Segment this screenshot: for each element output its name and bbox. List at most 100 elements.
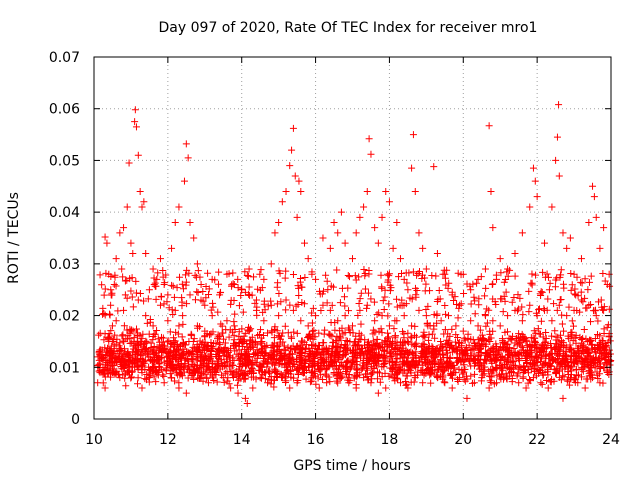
data-point: [140, 297, 148, 305]
y-tick-label: 0.05: [49, 153, 80, 169]
data-point: [486, 377, 494, 385]
data-point: [476, 326, 484, 334]
data-point: [177, 342, 185, 350]
data-point: [517, 342, 525, 350]
data-point: [253, 354, 261, 362]
data-point: [124, 348, 132, 356]
data-point: [351, 272, 359, 280]
data-point: [565, 303, 573, 311]
data-point: [156, 301, 164, 309]
data-point: [209, 374, 217, 382]
data-point: [197, 340, 205, 348]
data-point: [527, 353, 535, 361]
data-point: [526, 203, 534, 211]
data-point: [136, 358, 144, 366]
data-point: [366, 354, 374, 362]
data-point: [514, 350, 522, 358]
data-point: [482, 356, 490, 364]
data-point: [590, 193, 598, 201]
data-point: [159, 266, 167, 274]
data-point: [548, 357, 556, 365]
data-point: [215, 268, 223, 276]
data-point: [562, 351, 570, 359]
chart-title: Day 097 of 2020, Rate Of TEC Index for r…: [159, 20, 538, 36]
data-point: [599, 379, 607, 387]
data-point: [355, 335, 363, 343]
data-point: [146, 318, 154, 326]
data-point: [214, 333, 222, 341]
data-point: [225, 363, 233, 371]
data-point: [543, 306, 551, 314]
data-point: [308, 341, 316, 349]
data-point: [473, 279, 481, 287]
data-point: [196, 354, 204, 362]
data-point: [503, 360, 511, 368]
data-point: [581, 384, 589, 392]
data-point: [374, 368, 382, 376]
data-point: [508, 298, 516, 306]
data-point: [312, 275, 320, 283]
data-point: [265, 369, 273, 377]
data-point: [580, 325, 588, 333]
data-point: [396, 301, 404, 309]
data-point: [557, 266, 565, 274]
data-point: [99, 355, 107, 363]
data-point: [566, 381, 574, 389]
data-point: [567, 375, 575, 383]
data-point: [492, 301, 500, 309]
data-point: [349, 329, 357, 337]
data-point: [432, 272, 440, 280]
data-point: [308, 319, 316, 327]
data-point: [219, 335, 227, 343]
data-point: [395, 344, 403, 352]
data-point: [247, 364, 255, 372]
data-point: [326, 306, 334, 314]
data-point: [452, 322, 460, 330]
data-point: [541, 239, 549, 247]
data-point: [389, 347, 397, 355]
data-point: [100, 336, 108, 344]
data-point: [537, 317, 545, 325]
data-point: [546, 378, 554, 386]
data-point: [200, 360, 208, 368]
data-point: [600, 364, 608, 372]
data-point: [275, 332, 283, 340]
data-point: [534, 325, 542, 333]
y-axis-label: ROTI / TECUs: [6, 192, 22, 284]
data-point: [203, 346, 211, 354]
data-point: [194, 345, 202, 353]
data-point: [442, 359, 450, 367]
data-point: [110, 281, 118, 289]
data-point: [105, 335, 113, 343]
data-point: [440, 378, 448, 386]
data-point: [112, 353, 120, 361]
data-point: [120, 224, 128, 232]
data-point: [329, 363, 337, 371]
data-point: [391, 317, 399, 325]
data-point: [194, 324, 202, 332]
data-point: [144, 295, 152, 303]
data-point: [282, 267, 290, 275]
data-point: [182, 278, 190, 286]
data-point: [339, 363, 347, 371]
data-point: [257, 326, 265, 334]
data-point: [534, 358, 542, 366]
data-point: [294, 377, 302, 385]
data-point: [286, 301, 294, 309]
data-point: [325, 373, 333, 381]
data-point: [133, 325, 141, 333]
data-point: [134, 342, 142, 350]
data-point: [216, 289, 224, 297]
data-point: [218, 359, 226, 367]
data-point: [328, 301, 336, 309]
data-point: [577, 350, 585, 358]
data-point: [197, 351, 205, 359]
data-point: [169, 311, 177, 319]
data-point: [476, 334, 484, 342]
data-point: [554, 351, 562, 359]
data-point: [589, 307, 597, 315]
data-point: [302, 345, 310, 353]
data-point: [121, 362, 129, 370]
data-point: [397, 255, 405, 263]
data-point: [109, 338, 117, 346]
